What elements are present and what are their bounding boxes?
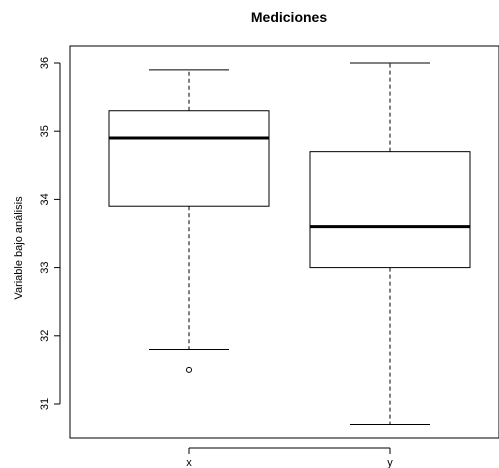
y-tick-label-34: 34 <box>39 193 51 205</box>
y-axis-label: Variable bajo análisis <box>13 196 25 300</box>
y-axis: 31 32 33 34 35 36 <box>39 57 61 410</box>
x-tick-label-x: x <box>186 457 192 468</box>
y-tick-label-33: 33 <box>39 261 51 273</box>
outlier-x-0 <box>186 366 192 373</box>
box-y <box>309 151 471 269</box>
y-tick-label-36: 36 <box>39 57 51 69</box>
boxes <box>108 62 471 425</box>
box-group-x <box>108 69 270 373</box>
box-x <box>108 110 270 207</box>
y-tick-label-35: 35 <box>39 125 51 137</box>
box-group-y <box>309 62 471 425</box>
plot-frame <box>69 45 499 439</box>
y-tick-label-32: 32 <box>39 330 51 342</box>
x-tick-label-y: y <box>387 457 393 468</box>
y-tick-label-31: 31 <box>39 398 51 410</box>
chart-title: Mediciones <box>251 9 327 25</box>
